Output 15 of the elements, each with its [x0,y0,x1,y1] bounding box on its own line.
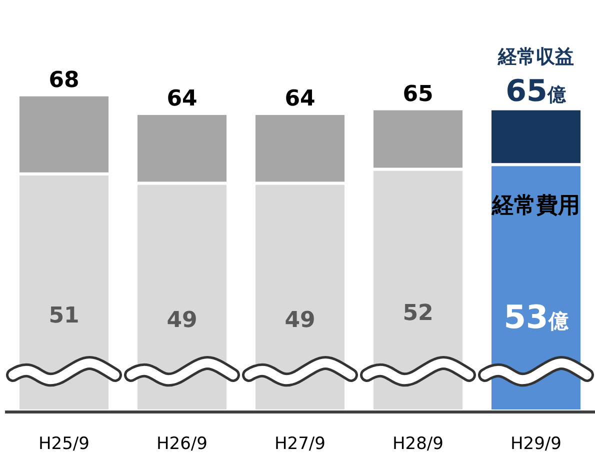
total-label: 68 [48,68,80,93]
data-label: 49 [284,308,316,334]
total-label: 65 [402,82,434,107]
total-label: 64 [284,86,316,112]
x-tick-label: H27/9 [274,434,326,454]
total-label: 65億 [506,74,568,109]
data-label: 53億 [504,298,570,336]
data-label: 52 [402,301,434,326]
x-tick-label: H28/9 [392,434,444,454]
x-tick-label: H29/9 [510,434,562,454]
x-tick-label: H25/9 [38,434,90,454]
total-label: 64 [166,86,198,112]
x-tick-label: H26/9 [156,434,208,454]
data-label: 49 [166,308,198,334]
data-label: 51 [48,303,80,328]
